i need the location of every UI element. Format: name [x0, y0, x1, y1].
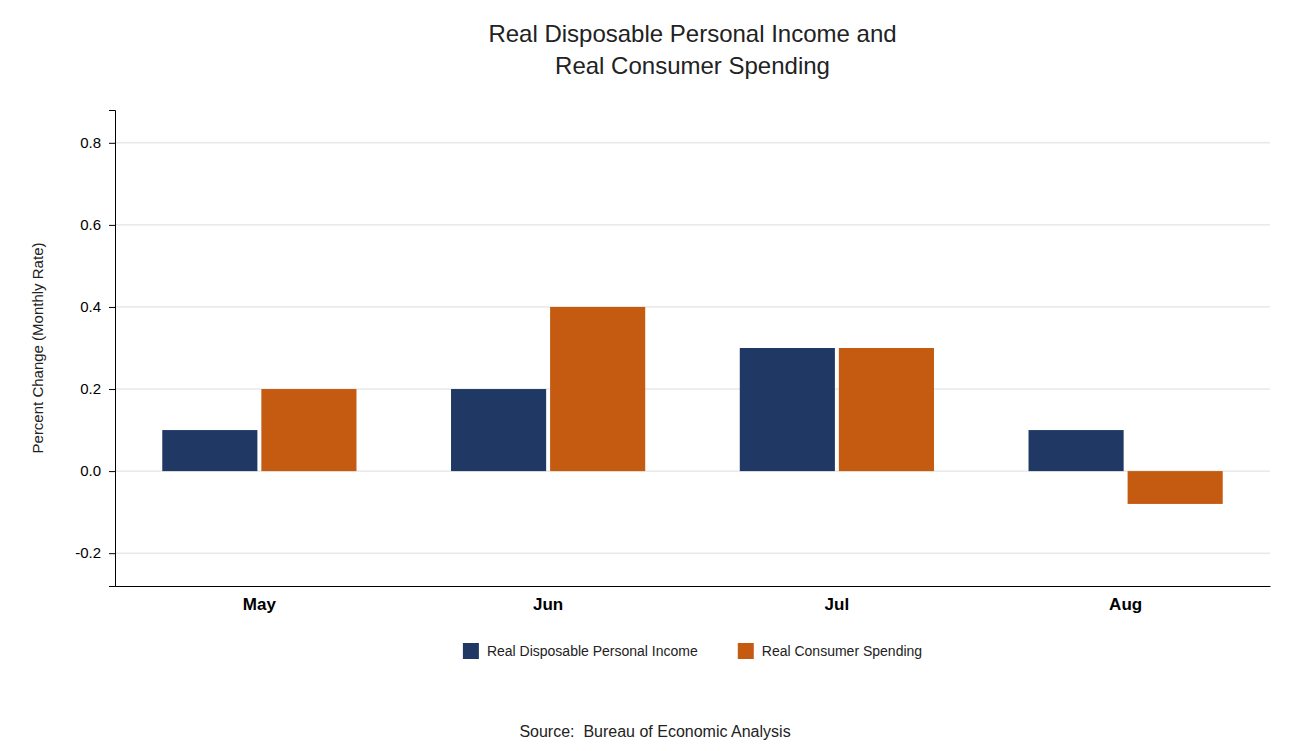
- legend-item: Real Disposable Personal Income: [463, 643, 698, 659]
- x-tick: Aug: [1109, 595, 1142, 614]
- bar-series: [261, 307, 1222, 504]
- y-axis-title: Percent Change (Monthly Rate): [29, 243, 46, 454]
- x-tick-label: May: [243, 595, 277, 614]
- grid-line: [115, 553, 1270, 554]
- bar: [261, 389, 356, 471]
- y-axis-line: [109, 111, 116, 587]
- title-line: Real Consumer Spending: [555, 52, 830, 79]
- x-axis-line: [116, 586, 1271, 587]
- y-tick: 0.8: [80, 134, 115, 151]
- y-tick-label: 0.4: [80, 298, 101, 315]
- y-tick: 0.0: [80, 462, 115, 479]
- grid-line: [115, 306, 1270, 307]
- chart: -0.2 0.0 0.2 0.4 0.6 0.8 May Jun Jul Aug Percent C…: [0, 0, 1310, 751]
- x-tick: Jul: [825, 595, 850, 614]
- bar: [839, 348, 934, 471]
- y-tick-mark: [109, 225, 115, 226]
- x-tick: Jun: [533, 595, 563, 614]
- y-tick-mark: [109, 553, 115, 554]
- legend-swatch: [463, 643, 479, 659]
- y-tick: 0.4: [80, 298, 115, 315]
- y-tick-label: 0.0: [80, 462, 101, 479]
- y-tick-label: 0.8: [80, 134, 101, 151]
- y-tick-mark: [109, 389, 115, 390]
- y-tick-label: 0.6: [80, 216, 101, 233]
- y-tick-mark: [109, 307, 115, 308]
- x-axis: May Jun Jul Aug: [116, 587, 1271, 615]
- x-tick-label: Aug: [1109, 595, 1142, 614]
- grid-line: [115, 142, 1270, 143]
- y-tick-mark: [109, 143, 115, 144]
- bars: [162, 307, 1222, 504]
- bar: [1029, 430, 1124, 471]
- legend: Real Disposable Personal Income Real Cons…: [463, 643, 922, 659]
- x-tick: May: [243, 595, 277, 614]
- plot-area: -0.2 0.0 0.2 0.4 0.6 0.8 May Jun Jul Aug: [75, 111, 1270, 615]
- bar: [740, 348, 835, 471]
- legend-item: Real Consumer Spending: [738, 643, 922, 659]
- bar: [162, 430, 257, 471]
- title-line: Real Disposable Personal Income and: [488, 20, 896, 47]
- legend-label: Real Disposable Personal Income: [487, 643, 698, 659]
- x-tick-label: Jul: [825, 595, 850, 614]
- y-tick-label: -0.2: [75, 544, 101, 561]
- legend-swatch: [738, 643, 754, 659]
- bar: [550, 307, 645, 471]
- grid: [115, 143, 1270, 553]
- y-tick: -0.2: [75, 544, 115, 561]
- title: Real Disposable Personal Income and Real …: [488, 20, 896, 79]
- source-note: Source: Bureau of Economic Analysis: [519, 723, 790, 740]
- x-tick-label: Jun: [533, 595, 563, 614]
- y-axis: -0.2 0.0 0.2 0.4 0.6 0.8: [75, 111, 115, 587]
- y-tick: 0.6: [80, 216, 115, 233]
- grid-line: [115, 224, 1270, 225]
- y-tick: 0.2: [80, 380, 115, 397]
- y-tick-mark: [109, 471, 115, 472]
- legend-label: Real Consumer Spending: [762, 643, 922, 659]
- bar: [1128, 471, 1223, 504]
- bar: [451, 389, 546, 471]
- y-tick-label: 0.2: [80, 380, 101, 397]
